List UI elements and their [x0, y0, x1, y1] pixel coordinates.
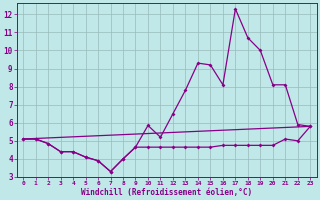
X-axis label: Windchill (Refroidissement éolien,°C): Windchill (Refroidissement éolien,°C): [81, 188, 252, 197]
